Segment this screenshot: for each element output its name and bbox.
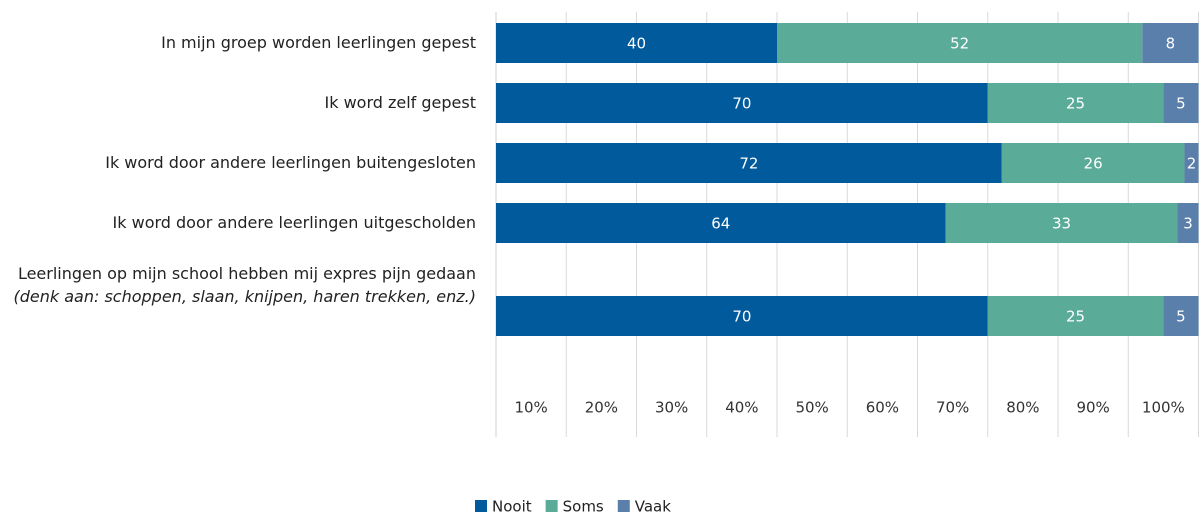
bar-segment	[496, 83, 988, 123]
data-label: 2	[1187, 155, 1197, 173]
legend-swatch	[545, 500, 558, 512]
bar-segment	[945, 203, 1178, 243]
bar-segment	[987, 296, 1164, 336]
data-label: 26	[1084, 155, 1103, 173]
x-tick-label: 30%	[655, 399, 688, 417]
legend-label: Vaak	[635, 498, 671, 516]
x-tick-label: 20%	[585, 399, 618, 417]
legend-label: Soms	[563, 498, 604, 516]
legend-label: Nooit	[492, 498, 532, 516]
bar-segment	[1163, 83, 1199, 123]
bar-segment	[1184, 143, 1199, 183]
x-tick-label: 50%	[795, 399, 828, 417]
data-label: 70	[732, 95, 751, 113]
x-tick-label: 40%	[725, 399, 758, 417]
data-label: 25	[1066, 308, 1085, 326]
data-label: 40	[627, 35, 646, 53]
bar-segment	[1177, 203, 1199, 243]
data-label: 5	[1176, 95, 1186, 113]
x-tick-label: 70%	[936, 399, 969, 417]
category-label: Ik word door andere leerlingen buitenges…	[105, 153, 476, 172]
bar-segment	[496, 143, 1002, 183]
x-tick-label: 60%	[866, 399, 899, 417]
x-tick-label: 10%	[514, 399, 547, 417]
data-label: 3	[1183, 215, 1193, 233]
data-label: 64	[711, 215, 730, 233]
data-label: 8	[1166, 35, 1176, 53]
category-label: Ik word zelf gepest	[324, 93, 477, 112]
data-label: 70	[732, 308, 751, 326]
category-note: (denk aan: schoppen, slaan, knijpen, har…	[13, 287, 477, 306]
legend-swatch	[617, 500, 630, 512]
category-label: In mijn groep worden leerlingen gepest	[161, 33, 476, 52]
x-tick-label: 90%	[1076, 399, 1109, 417]
bar-segment	[777, 23, 1143, 63]
data-label: 25	[1066, 95, 1085, 113]
category-label: Leerlingen op mijn school hebben mij exp…	[0, 262, 477, 308]
category-label: Ik word door andere leerlingen uitgescho…	[112, 213, 476, 232]
bar-segment	[1163, 296, 1199, 336]
data-label: 72	[739, 155, 758, 173]
bar-segment	[496, 203, 946, 243]
bar-segment	[496, 296, 988, 336]
data-label: 5	[1176, 308, 1186, 326]
legend-swatch	[475, 500, 487, 512]
bar-segment	[496, 23, 777, 63]
data-label: 33	[1052, 215, 1071, 233]
bar-segment	[1142, 23, 1199, 63]
bar-segment	[1001, 143, 1185, 183]
x-tick-label: 80%	[1006, 399, 1039, 417]
data-label: 52	[950, 35, 969, 53]
category-label-text: Leerlingen op mijn school hebben mij exp…	[17, 264, 476, 283]
x-tick-label: 100%	[1142, 399, 1185, 417]
bar-segment	[987, 83, 1164, 123]
